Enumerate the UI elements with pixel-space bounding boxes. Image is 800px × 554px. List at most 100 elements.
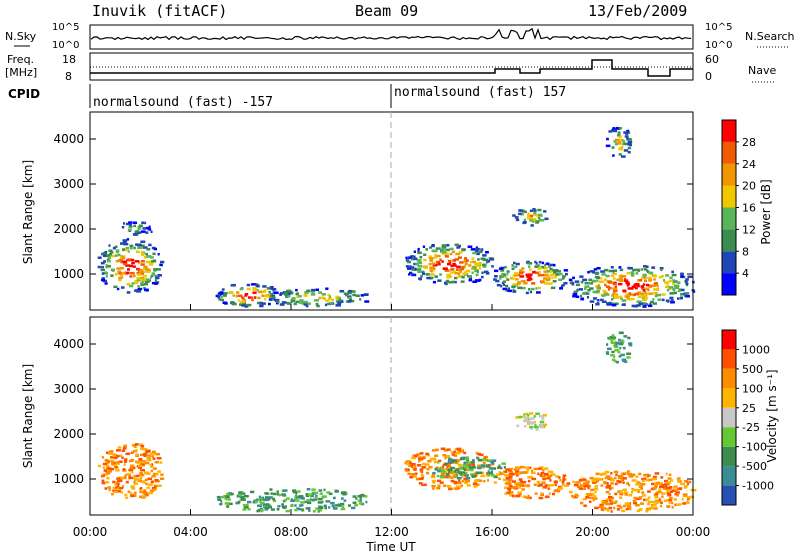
data-cell	[303, 303, 308, 306]
data-cell	[410, 465, 413, 468]
data-cell	[634, 504, 640, 507]
data-cell	[610, 341, 616, 344]
data-cell	[360, 493, 365, 497]
data-cell	[432, 280, 436, 284]
data-cell	[331, 504, 335, 508]
data-cell	[470, 473, 475, 476]
data-cell	[626, 282, 631, 286]
data-cell	[670, 479, 674, 482]
data-cell	[515, 262, 520, 266]
data-cell	[617, 127, 622, 130]
data-cell	[136, 250, 140, 253]
data-cell	[103, 260, 106, 263]
data-cell	[118, 460, 123, 463]
data-cell	[532, 209, 535, 212]
data-cell	[300, 496, 305, 500]
data-cell	[472, 475, 475, 478]
data-cell	[498, 477, 501, 480]
data-cell	[241, 492, 246, 495]
colorbar-swatch	[722, 427, 736, 447]
data-cell	[556, 270, 561, 273]
data-cell	[135, 453, 139, 456]
data-cell	[544, 263, 547, 267]
data-cell	[623, 149, 629, 152]
data-cell	[647, 490, 651, 493]
data-cell	[676, 494, 679, 497]
data-cell	[335, 504, 340, 507]
nave-tick-top: 60	[705, 53, 719, 66]
data-cell	[582, 497, 587, 501]
data-cell	[134, 491, 137, 495]
data-cell	[335, 303, 339, 307]
data-cell	[645, 297, 648, 300]
data-cell	[515, 470, 520, 473]
data-cell	[467, 245, 473, 248]
data-cell	[480, 465, 485, 469]
data-cell	[613, 506, 616, 510]
data-cell	[607, 288, 610, 291]
data-cell	[664, 485, 668, 488]
data-cell	[572, 495, 575, 499]
data-cell	[220, 295, 223, 299]
data-cell	[303, 294, 308, 297]
data-cell	[104, 254, 109, 258]
data-cell	[137, 287, 143, 291]
data-cell	[244, 305, 249, 308]
data-cell	[405, 469, 408, 472]
data-cell	[262, 302, 266, 305]
data-cell	[528, 288, 531, 291]
data-cell	[612, 269, 615, 273]
data-cell	[140, 230, 146, 233]
data-cell	[510, 478, 513, 482]
data-cell	[527, 422, 530, 426]
data-cell	[150, 230, 153, 233]
data-cell	[116, 449, 121, 452]
x-tick-label: 00:00	[676, 525, 711, 539]
data-cell	[630, 297, 635, 301]
data-cell	[549, 484, 555, 487]
data-cell	[241, 304, 246, 307]
data-cell	[547, 277, 551, 281]
data-cell	[343, 292, 349, 295]
data-cell	[641, 276, 646, 280]
data-cell	[123, 255, 126, 258]
data-cell	[229, 291, 234, 294]
data-cell	[229, 492, 232, 495]
colorbar-swatch	[722, 407, 736, 428]
data-cell	[144, 493, 149, 497]
data-cell	[109, 467, 115, 471]
data-cell	[151, 480, 154, 483]
data-cell	[628, 342, 633, 345]
data-cell	[518, 212, 522, 216]
data-cell	[105, 275, 108, 278]
data-cell	[241, 296, 245, 299]
data-cell	[246, 503, 249, 506]
data-cell	[128, 476, 134, 480]
data-cell	[514, 272, 519, 275]
data-cell	[528, 466, 532, 470]
data-cell	[460, 280, 465, 283]
data-cell	[677, 289, 681, 293]
data-cell	[145, 270, 151, 273]
data-cell	[502, 287, 508, 291]
data-cell	[494, 269, 499, 273]
data-cell	[327, 293, 330, 297]
data-cell	[122, 248, 125, 252]
data-cell	[133, 224, 136, 228]
data-cell	[310, 290, 315, 293]
data-cell	[626, 129, 630, 133]
data-cell	[466, 484, 471, 487]
y-tick-label: 1000	[53, 472, 84, 486]
data-cell	[445, 473, 449, 476]
data-cell	[632, 268, 636, 272]
data-cell	[352, 495, 357, 498]
data-cell	[220, 495, 225, 499]
data-cell	[455, 468, 460, 472]
data-cell	[152, 467, 157, 470]
data-cell	[511, 494, 515, 498]
data-cell	[129, 246, 133, 250]
data-cell	[425, 248, 429, 251]
data-cell	[137, 479, 142, 483]
data-cell	[442, 250, 447, 254]
data-cell	[448, 487, 453, 491]
